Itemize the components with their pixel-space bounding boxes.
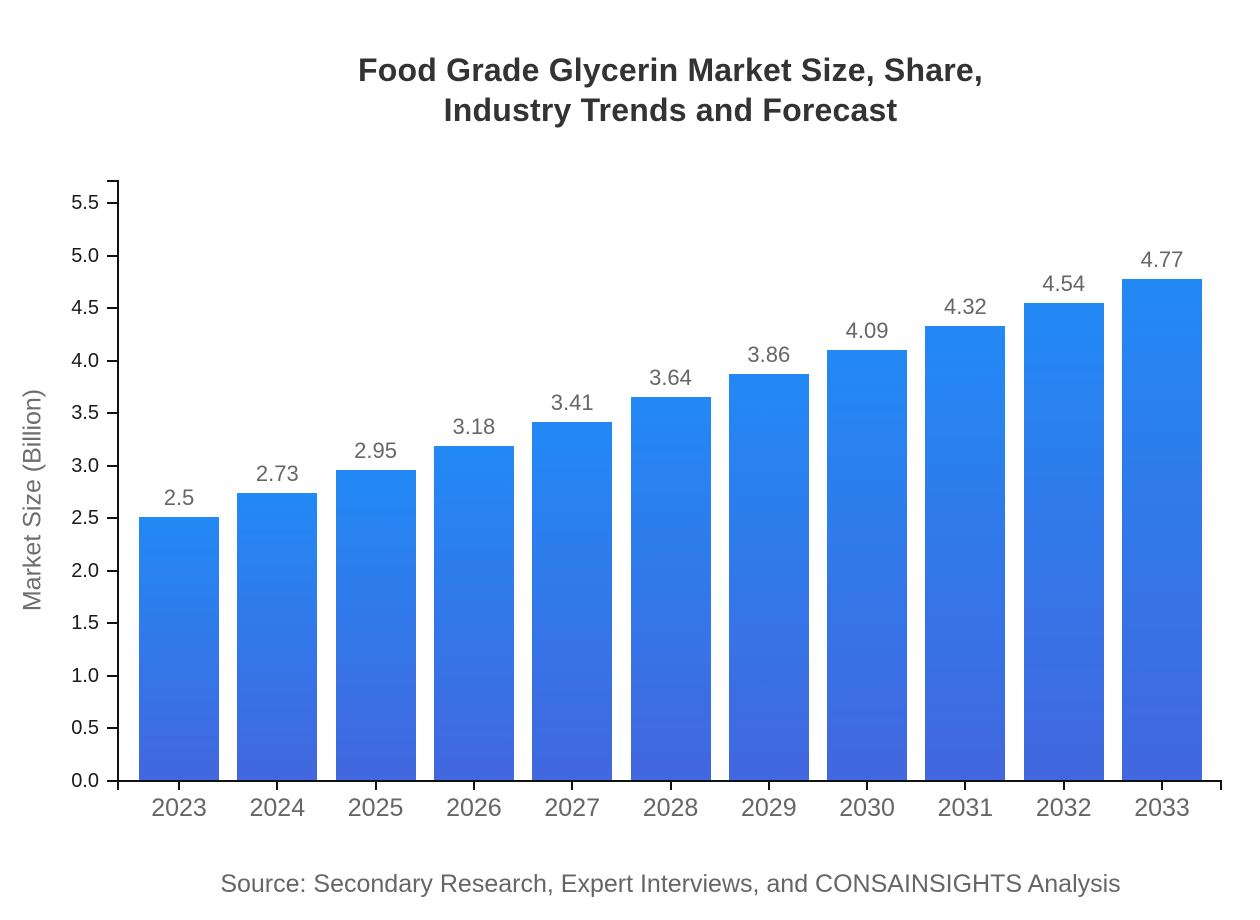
- chart-title-line1: Food Grade Glycerin Market Size, Share,: [358, 52, 983, 88]
- bar-2028: [630, 397, 711, 780]
- y-tick: [107, 307, 117, 310]
- x-tick-label-2024: 2024: [249, 794, 306, 822]
- x-tick-label-2026: 2026: [446, 794, 502, 822]
- x-tick-2024: [276, 782, 279, 790]
- x-tick-label-2033: 2033: [1134, 794, 1190, 822]
- bar-value-label-2023: 2.5: [163, 485, 195, 511]
- y-tick-label: 2.0: [71, 559, 99, 582]
- y-tick-label: 4.0: [71, 349, 99, 372]
- bar-2033: [1122, 278, 1202, 780]
- bar-2024: [237, 493, 318, 780]
- x-tick-label-2028: 2028: [642, 794, 699, 822]
- x-tick-2028: [669, 782, 672, 790]
- bar-2025: [335, 469, 416, 780]
- chart-title-line2: Industry Trends and Forecast: [443, 92, 898, 128]
- bar-2027: [532, 421, 613, 780]
- x-tick-label-2025: 2025: [347, 794, 404, 822]
- y-tick: [107, 201, 117, 204]
- y-tick-label: 4.5: [71, 297, 99, 320]
- bar-value-label-2027: 3.41: [550, 389, 594, 415]
- x-tick-label-2030: 2030: [839, 794, 895, 822]
- y-tick: [107, 622, 117, 625]
- bar-value-label-2033: 4.77: [1140, 246, 1184, 272]
- bar-value-label-2032: 4.54: [1042, 270, 1086, 296]
- y-axis-line: [117, 180, 119, 790]
- x-tick-label-2029: 2029: [740, 794, 797, 822]
- bar-2030: [827, 350, 908, 780]
- y-tick: [107, 464, 117, 467]
- bar-2023: [139, 517, 219, 780]
- y-tick-label: 2.5: [71, 507, 99, 530]
- x-tick-2023: [178, 782, 180, 790]
- x-axis-line: [117, 780, 1222, 782]
- y-axis-end-tick: [107, 180, 117, 182]
- x-tick-2027: [571, 782, 574, 790]
- x-tick-label-2027: 2027: [544, 794, 600, 822]
- y-tick-label: 5.0: [71, 244, 99, 267]
- y-tick-label: 3.5: [71, 402, 99, 425]
- y-tick: [107, 254, 117, 257]
- x-tick-label-2032: 2032: [1035, 794, 1092, 822]
- bar-value-label-2031: 4.32: [943, 293, 987, 319]
- y-tick-label: 1.5: [71, 612, 99, 635]
- source-note: Source: Secondary Research, Expert Inter…: [220, 870, 1121, 898]
- x-tick-2029: [767, 782, 770, 790]
- x-tick-2032: [1062, 782, 1065, 790]
- chart-title: Food Grade Glycerin Market Size, Share, …: [119, 50, 1222, 130]
- x-tick-2025: [374, 782, 377, 790]
- bar-value-label-2030: 4.09: [845, 318, 889, 344]
- bar-2029: [728, 374, 809, 780]
- bar-value-label-2029: 3.86: [747, 342, 791, 368]
- x-tick-2026: [472, 782, 475, 790]
- x-tick-2033: [1161, 782, 1163, 790]
- bar-value-label-2026: 3.18: [452, 413, 496, 439]
- y-tick: [107, 674, 117, 677]
- y-tick: [107, 517, 117, 520]
- y-tick: [107, 780, 117, 782]
- y-tick-label: 1.0: [71, 664, 99, 687]
- bar-2026: [433, 445, 514, 780]
- x-axis-end-tick: [1220, 780, 1222, 790]
- y-tick-label: 5.5: [71, 191, 99, 214]
- y-tick: [107, 569, 117, 572]
- y-tick-label: 3.0: [71, 454, 99, 477]
- x-tick-label-2031: 2031: [937, 794, 994, 822]
- bar-value-label-2028: 3.64: [649, 365, 692, 391]
- bar-2032: [1023, 302, 1104, 780]
- bar-value-label-2024: 2.73: [255, 461, 299, 487]
- y-tick: [107, 412, 117, 415]
- bar-2031: [925, 325, 1006, 780]
- x-tick-label-2023: 2023: [151, 794, 207, 822]
- x-tick-2031: [964, 782, 967, 790]
- x-tick-2030: [866, 782, 869, 790]
- y-tick: [107, 359, 117, 362]
- y-tick: [107, 727, 117, 730]
- y-tick-label: 0.0: [71, 770, 99, 792]
- y-tick-label: 0.5: [71, 717, 99, 740]
- bar-value-label-2025: 2.95: [354, 437, 397, 463]
